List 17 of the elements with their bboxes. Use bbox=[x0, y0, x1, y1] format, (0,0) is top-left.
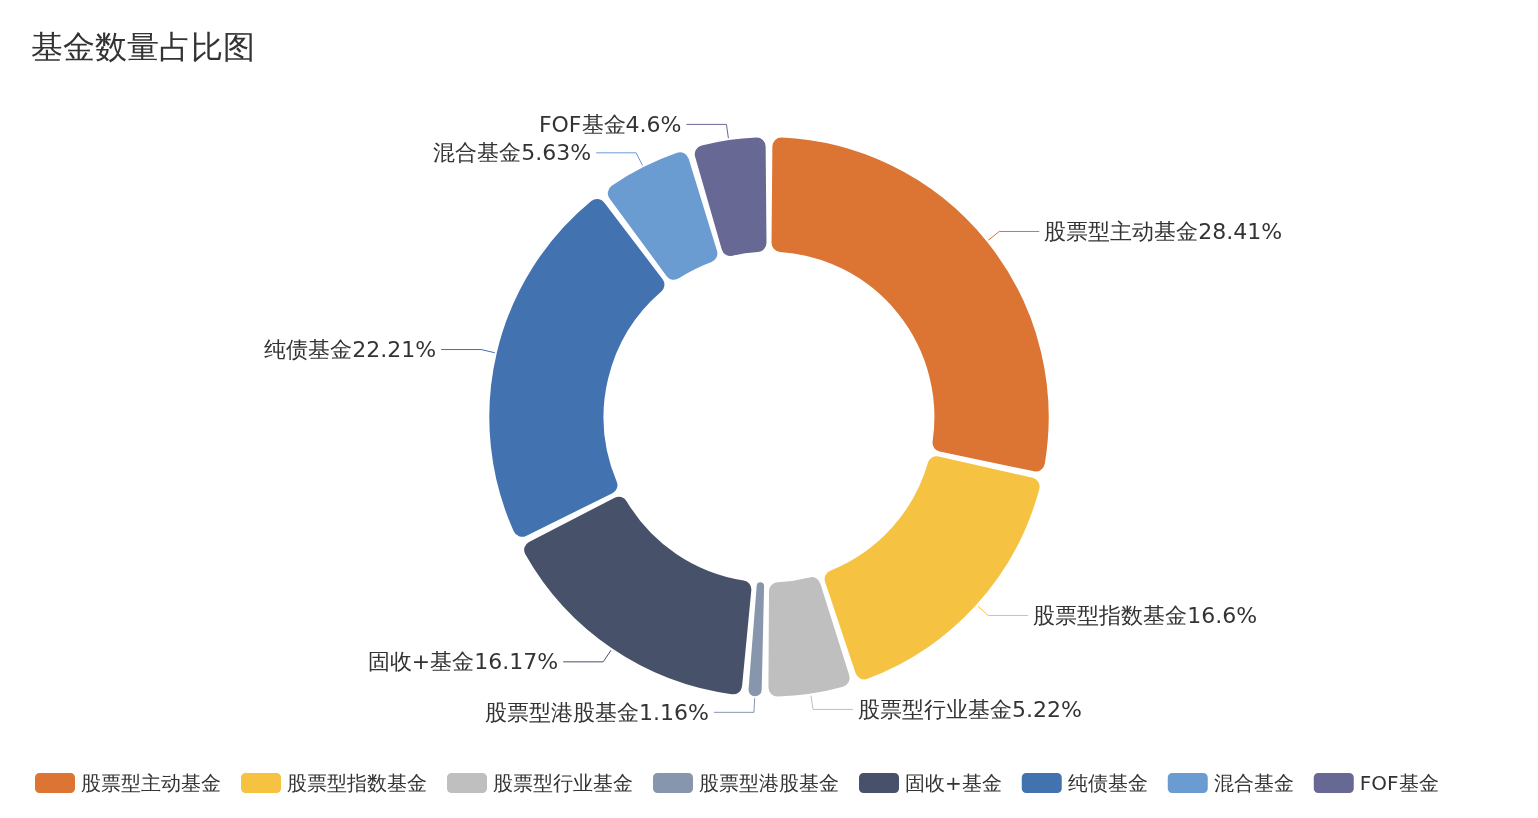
category-label: 股票型港股基金1.16% bbox=[485, 699, 709, 725]
category-label: 混合基金5.63% bbox=[433, 140, 592, 166]
category-label: 纯债基金22.21% bbox=[264, 337, 437, 363]
legend-label: 混合基金 bbox=[1213, 771, 1294, 795]
legend-label: 股票型主动基金 bbox=[81, 771, 221, 795]
category-label: 固收+基金16.17% bbox=[367, 649, 559, 675]
legend-label: 股票型港股基金 bbox=[699, 771, 839, 795]
chart-title: 基金数量占比图 bbox=[31, 28, 255, 66]
legend-label: FOF基金 bbox=[1359, 771, 1439, 795]
category-label: 股票型指数基金16.6% bbox=[1033, 602, 1258, 628]
legend-label: 股票型行业基金 bbox=[493, 771, 633, 795]
category-label: FOF基金4.6% bbox=[538, 111, 682, 137]
category-label: 股票型主动基金28.41% bbox=[1044, 218, 1283, 244]
legend-label: 纯债基金 bbox=[1067, 771, 1148, 795]
category-label: 股票型行业基金5.22% bbox=[858, 696, 1082, 722]
legend-label: 固收+基金 bbox=[905, 771, 1002, 795]
legend-label: 股票型指数基金 bbox=[287, 771, 427, 795]
